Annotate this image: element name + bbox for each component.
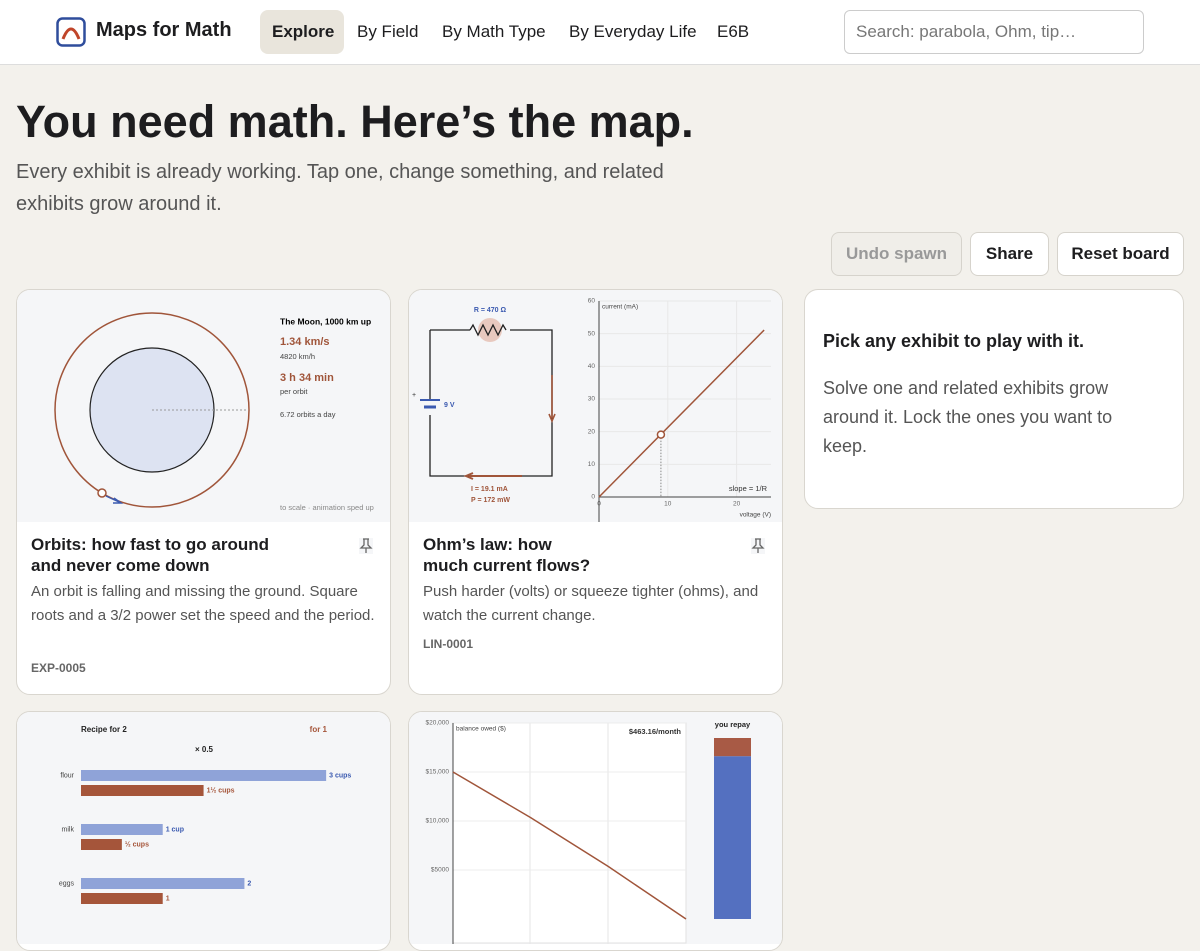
- category-label: milk: [62, 826, 75, 833]
- figure-text: 1.34 km/s: [280, 336, 330, 348]
- bar: [81, 839, 122, 850]
- nav-link[interactable]: E6B: [717, 22, 750, 41]
- card-description: An orbit is falling and missing the grou…: [31, 583, 375, 624]
- figure-text: to scale · animation sped up: [280, 503, 374, 512]
- exhibit-card[interactable]: $20,000 $15,000 $10,000 $5000 balance owed (…: [408, 711, 783, 951]
- top-bar: Maps for Math Explore By Field By Math T…: [0, 0, 1200, 65]
- figure-text: The Moon, 1000 km up: [280, 316, 371, 326]
- line-series: [598, 329, 765, 498]
- value-label: 1½ cups: [207, 786, 235, 794]
- y-tick-label: 20: [588, 428, 596, 435]
- y-tick-label: 50: [588, 330, 596, 337]
- y-tick-label: 40: [588, 363, 596, 370]
- figure-text: I = 19.1 mA: [471, 486, 508, 493]
- hero-subtitle: Every exhibit is already working. Tap on…: [16, 161, 664, 215]
- card-title: Ohm’s law: how much current flows?: [423, 535, 591, 575]
- svg-text:+: +: [412, 392, 416, 399]
- y-tick-label: $20,000: [426, 720, 450, 727]
- y-tick-label: 0: [591, 494, 595, 501]
- share-button[interactable]: Share: [970, 232, 1049, 276]
- value-label: 1 cup: [166, 826, 184, 833]
- brand[interactable]: Maps for Math: [96, 19, 232, 41]
- orbit-figure: The Moon, 1000 km up 1.34 km/s 4820 km/h…: [17, 290, 390, 522]
- figure-text: 3 h 34 min: [280, 372, 334, 384]
- line-series: [452, 771, 687, 920]
- stack-bar: [714, 756, 751, 919]
- card-description: Push harder (volts) or squeeze tighter (…: [423, 583, 759, 624]
- y-tick-label: $5000: [431, 867, 449, 874]
- search-box[interactable]: Search: parabola, Ohm, tip…: [844, 10, 1144, 54]
- category-label: eggs: [59, 880, 75, 887]
- exhibit-card[interactable]: The Moon, 1000 km up 1.34 km/s 4820 km/h…: [16, 289, 391, 695]
- bar: [81, 878, 245, 889]
- nav-link[interactable]: By Math Type: [442, 22, 546, 41]
- side-panel: Pick any exhibit to play with it. Solve …: [804, 289, 1184, 509]
- axis-title: voltage (V): [740, 512, 771, 519]
- nav-link[interactable]: By Field: [357, 22, 419, 41]
- nav-link[interactable]: Explore: [260, 10, 344, 54]
- undo-button[interactable]: Undo spawn: [831, 232, 962, 276]
- figure-text: 4820 km/h: [280, 352, 315, 361]
- pin-icon[interactable]: [359, 538, 373, 554]
- point: [656, 430, 666, 439]
- y-tick-label: $10,000: [426, 818, 450, 825]
- exhibit-card[interactable]: + R = 470 Ω 9 V I = 19.1 mA P = 172 mW 0…: [408, 289, 783, 695]
- annotation: $463.16/month: [629, 727, 682, 736]
- y-tick-label: 60: [588, 298, 596, 305]
- figure-text: R = 470 Ω: [474, 307, 507, 314]
- scale-label: × 0.5: [195, 745, 214, 754]
- y-tick-label: $15,000: [426, 769, 450, 776]
- exhibit-card[interactable]: Recipe for 2 for 1 × 0.5 flour 3 cups 1½ cups…: [16, 711, 391, 951]
- figure-text: 6.72 orbits a day: [280, 410, 336, 419]
- panel-text: Solve one and related exhibits grow arou…: [823, 378, 1113, 456]
- card-id: EXP-0005: [31, 661, 86, 675]
- loan-figure: $20,000 $15,000 $10,000 $5000 balance owed (…: [409, 712, 782, 944]
- value-label: 2: [247, 880, 251, 887]
- legend-label: for 1: [310, 725, 328, 734]
- bar: [81, 770, 327, 781]
- figure-text: per orbit: [280, 387, 308, 396]
- reset-button[interactable]: Reset board: [1057, 232, 1184, 276]
- logo: [56, 17, 86, 47]
- axis-title: balance owed ($): [456, 726, 506, 733]
- hero-title: You need math. Here’s the map.: [16, 96, 694, 147]
- ohm-figure: + R = 470 Ω 9 V I = 19.1 mA P = 172 mW 0…: [409, 290, 782, 522]
- value-label: 3 cups: [329, 772, 351, 779]
- axis-title: current (mA): [602, 304, 638, 311]
- y-tick-label: 10: [588, 461, 596, 468]
- stack-bar: [714, 738, 751, 757]
- x-tick-label: 20: [733, 501, 741, 508]
- nav-link[interactable]: By Everyday Life: [569, 22, 697, 41]
- category-label: flour: [60, 772, 74, 779]
- legend-label: Recipe for 2: [81, 725, 127, 734]
- pin-icon[interactable]: [751, 538, 765, 554]
- stack-title: you repay: [715, 720, 751, 729]
- y-tick-label: 30: [588, 396, 596, 403]
- bar: [81, 824, 163, 835]
- value-label: 1: [166, 895, 170, 902]
- figure-text: 9 V: [444, 402, 455, 409]
- panel-title: Pick any exhibit to play with it.: [823, 331, 1085, 351]
- annotation: slope = 1/R: [729, 484, 768, 493]
- value-label: ½ cups: [125, 840, 149, 848]
- card-id: LIN-0001: [423, 637, 474, 651]
- bar: [81, 785, 204, 796]
- x-tick-label: 10: [664, 501, 672, 508]
- bar: [81, 893, 163, 904]
- figure-text: P = 172 mW: [471, 497, 510, 504]
- card-title: Orbits: how fast to go around and never …: [31, 535, 269, 575]
